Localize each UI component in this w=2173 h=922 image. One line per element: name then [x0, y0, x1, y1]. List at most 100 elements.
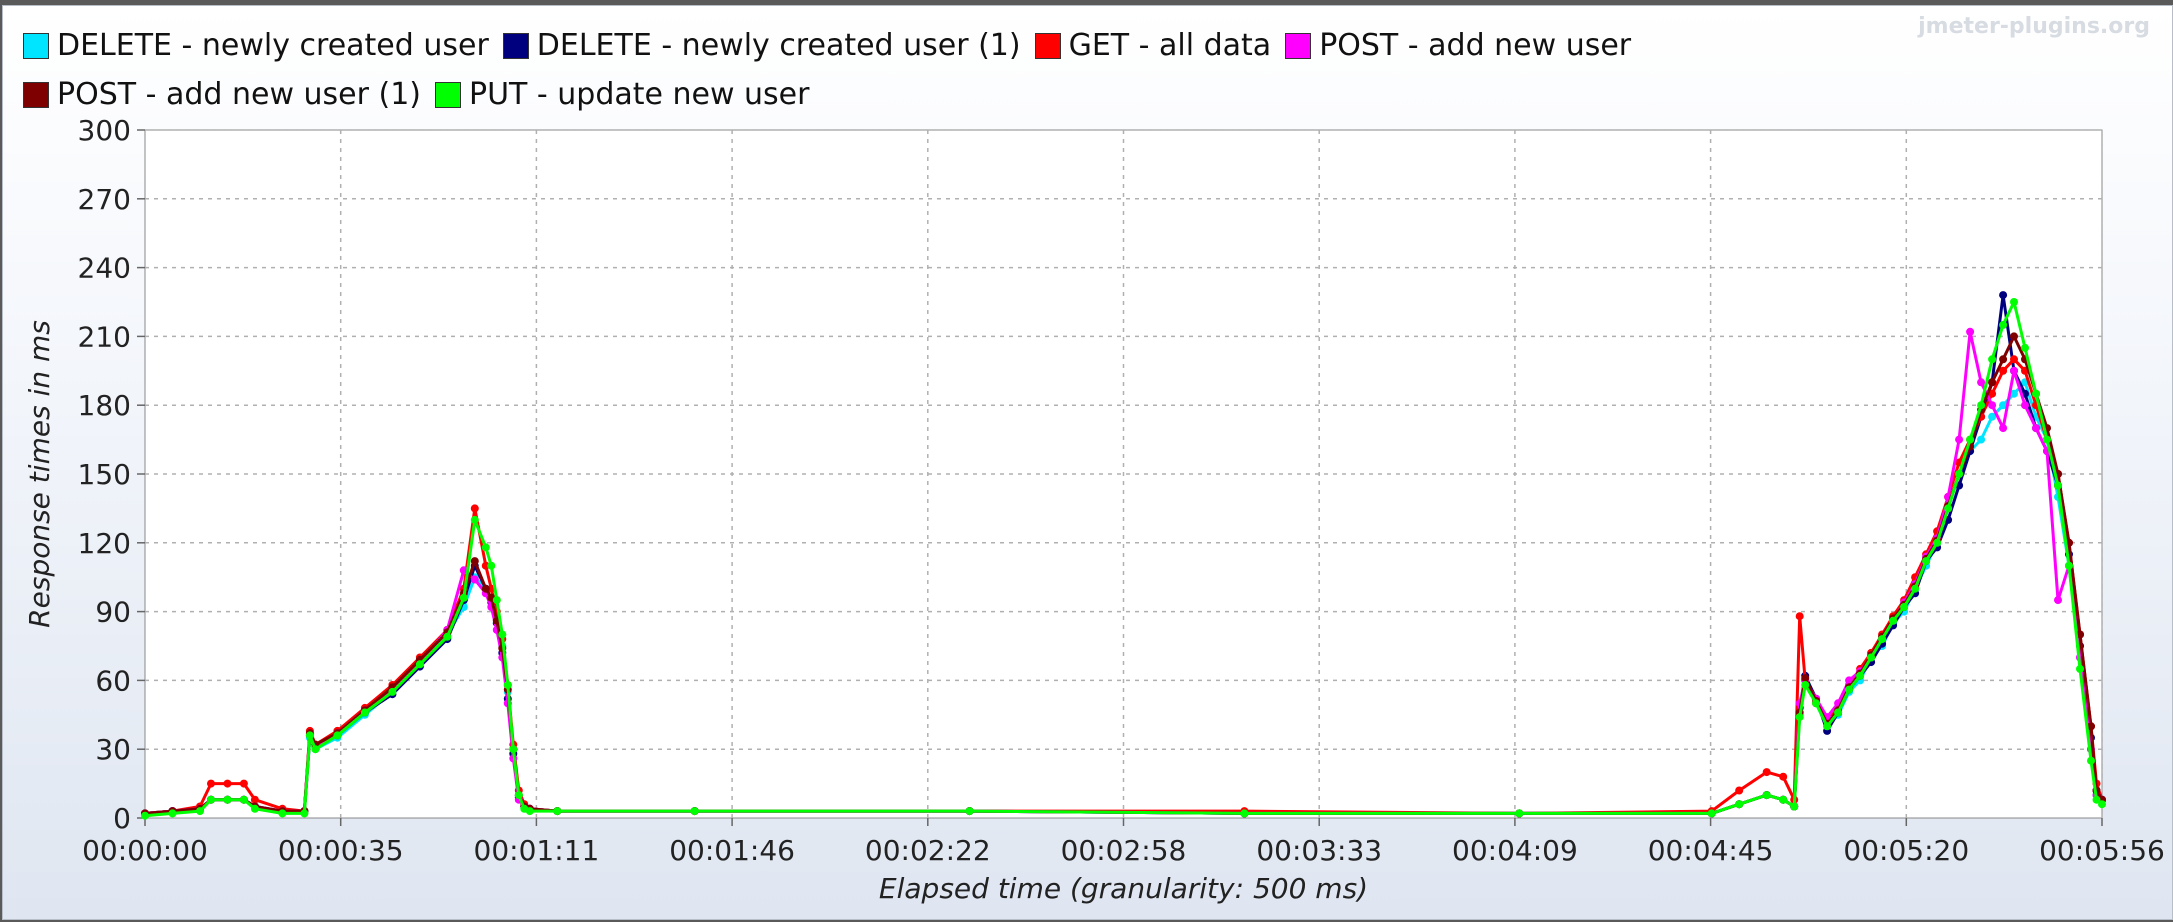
data-point [2010, 355, 2018, 364]
data-point [1955, 470, 1964, 478]
data-point [1933, 538, 1942, 547]
data-point [1515, 809, 1524, 818]
data-point [2032, 424, 2040, 433]
data-point [481, 561, 490, 570]
data-point [1966, 327, 1975, 336]
legend-swatch [23, 81, 49, 108]
data-point [1911, 584, 1920, 593]
legend-label: GET - all data [1068, 28, 1272, 63]
data-point [481, 584, 490, 593]
data-point [1867, 653, 1876, 662]
data-point [1988, 355, 1997, 364]
data-point [1977, 435, 1986, 444]
data-point [2010, 332, 2018, 341]
data-point [492, 596, 501, 605]
data-point [498, 630, 507, 639]
data-point [1878, 635, 1887, 644]
data-point [1999, 291, 2008, 300]
x-tick-label: 00:01:11 [474, 834, 600, 867]
data-point [1762, 768, 1771, 777]
data-point [514, 791, 523, 800]
x-tick-label: 00:04:09 [1452, 834, 1578, 867]
data-point [1988, 378, 1997, 387]
legend-label: POST - add new user [1319, 28, 1632, 63]
data-point [509, 745, 518, 754]
legend-label: PUT - update new user [468, 77, 810, 112]
data-point [2065, 561, 2073, 570]
x-tick-label: 00:00:35 [278, 834, 404, 867]
data-point [1988, 401, 1997, 410]
y-tick-label: 210 [78, 320, 131, 353]
data-point [239, 779, 248, 788]
data-point [1999, 320, 2008, 329]
data-point [1977, 378, 1986, 387]
data-point [1988, 389, 1997, 398]
y-tick-label: 60 [95, 664, 131, 697]
data-point [141, 811, 149, 820]
legend-swatch [23, 32, 49, 59]
data-point [2032, 389, 2040, 398]
data-point [1790, 802, 1799, 811]
data-point [2087, 756, 2095, 765]
data-point [250, 804, 259, 813]
legend-swatch [1034, 32, 1061, 59]
y-tick-label: 0 [113, 802, 131, 835]
y-tick-label: 240 [78, 252, 131, 285]
data-point [1845, 685, 1854, 694]
data-point [1795, 713, 1804, 722]
data-point [1795, 612, 1804, 621]
data-point [415, 660, 424, 669]
x-tick-label: 00:02:58 [1061, 834, 1187, 867]
data-point [1999, 355, 2008, 364]
data-point [553, 807, 562, 816]
data-point [2054, 596, 2062, 605]
data-point [1999, 366, 2008, 375]
data-point [223, 779, 232, 788]
data-point [1999, 424, 2008, 433]
data-point [305, 731, 314, 740]
data-point [2010, 389, 2018, 398]
legend-item: PUT - update new user [434, 77, 810, 112]
legend-item: DELETE - newly created user (1) [502, 28, 1021, 63]
data-point [470, 504, 479, 513]
data-point [2010, 298, 2018, 306]
data-point [2010, 366, 2018, 375]
data-point [311, 745, 320, 754]
chart-canvas: 0 30 60 90 120 150 180 210 240 270 300 00:00:00 00:0… [23, 114, 2165, 905]
x-axis-title: Elapsed time (granularity: 500 ms) [879, 872, 1368, 905]
y-tick-label: 300 [78, 114, 131, 147]
data-point [1779, 772, 1788, 781]
data-point [2021, 401, 2029, 410]
data-point [1999, 401, 2008, 410]
data-point [2087, 722, 2095, 731]
data-point [250, 795, 259, 804]
legend-swatch [434, 81, 461, 108]
data-point [1812, 699, 1821, 708]
data-point [965, 807, 974, 816]
y-tick-label: 30 [95, 733, 131, 766]
data-point [459, 593, 468, 602]
data-point [1834, 708, 1843, 717]
data-point [207, 779, 215, 788]
data-point [207, 795, 215, 804]
data-point [333, 731, 342, 740]
y-tick-label: 120 [78, 527, 131, 560]
series-5 [141, 298, 2106, 820]
data-point [388, 687, 397, 696]
data-point [1856, 671, 1865, 680]
legend-label: DELETE - newly created user (1) [536, 28, 1021, 63]
data-point [1762, 791, 1771, 800]
x-tick-label: 00:00:00 [82, 834, 208, 867]
data-point [1977, 401, 1986, 410]
data-point [470, 557, 479, 566]
data-point [2043, 435, 2051, 444]
data-point [1922, 557, 1931, 566]
x-tick-label: 00:02:22 [865, 834, 991, 867]
data-point [2021, 343, 2029, 352]
data-point [278, 809, 287, 818]
legend-item: GET - all data [1034, 28, 1272, 63]
data-point [481, 543, 490, 552]
data-point [503, 681, 512, 689]
data-point [1707, 809, 1716, 818]
data-point [525, 807, 534, 816]
